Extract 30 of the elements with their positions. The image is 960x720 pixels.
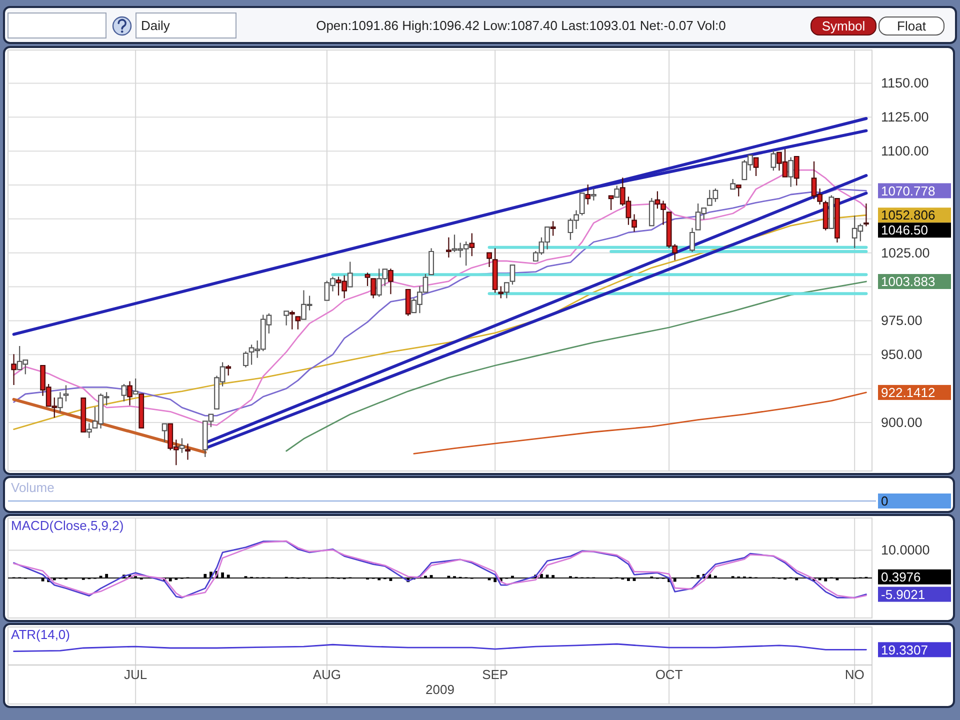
chart-title: ATR(14,0) [11, 627, 70, 642]
y-tick-label: 1025.00 [881, 245, 930, 260]
text: 0 [881, 494, 888, 509]
text: 10.0000 [881, 542, 930, 558]
text: Open:1091.86 High:1096.42 Low:1087.40 Last:1093.01 Net:-0.07 Vol:0 [316, 18, 726, 33]
x-tick-label: JUL [124, 667, 148, 682]
x-tick-label: NO [844, 667, 864, 682]
x-tick-label: AUG [312, 667, 342, 682]
data-label: 1070.778 [881, 183, 936, 198]
y-tick-label: 1150.00 [881, 76, 929, 91]
y-tick-label: 1125.00 [881, 110, 929, 125]
text: Daily [141, 18, 170, 33]
annotation: -5.9021 [881, 586, 926, 602]
data-label: 922.1412 [881, 385, 936, 400]
x-axis-title: 2009 [426, 682, 454, 697]
y-tick-label: 1100.00 [881, 144, 929, 159]
x-tick-label: OCT [655, 667, 683, 682]
text: Volume [11, 480, 54, 495]
annotation: 1046.50 [881, 222, 928, 238]
y-tick-label: 950.00 [881, 347, 922, 362]
y-tick-label: 975.00 [881, 313, 922, 328]
data-label: 1052.806 [881, 208, 936, 223]
text: Float [897, 18, 926, 34]
y-tick-label: 900.00 [881, 415, 922, 430]
x-tick-label: SEP [482, 667, 508, 682]
chart-title: MACD(Close,5,9,2) [11, 518, 124, 533]
data-label: 1003.883 [881, 274, 936, 290]
text: Symbol [822, 18, 866, 34]
annotation: 0.3976 [881, 570, 921, 585]
annotation: 19.3307 [881, 642, 928, 658]
